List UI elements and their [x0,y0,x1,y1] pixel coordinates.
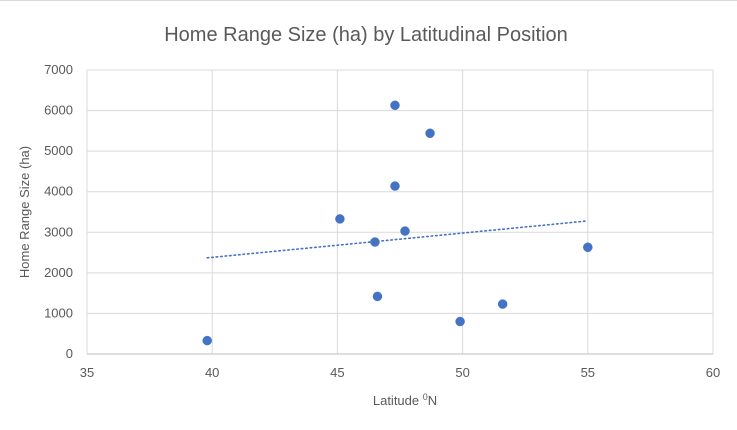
y-tick-label: 7000 [44,62,73,77]
y-tick-label: 3000 [44,224,73,239]
x-tick-label: 40 [205,365,219,380]
y-tick-label: 2000 [44,265,73,280]
x-tick-label: 45 [330,365,344,380]
data-point [370,237,380,247]
y-tick-label: 0 [66,346,73,361]
data-point [390,100,400,111]
data-point [583,242,593,253]
data-point [202,335,212,346]
data-point [335,214,345,224]
y-tick-label: 1000 [44,305,73,320]
x-tick-label: 55 [581,365,595,380]
data-points [202,100,593,346]
y-tick-label: 6000 [44,103,73,118]
y-tick-label: 5000 [44,143,73,158]
x-axis-label-superscript: 0 [423,392,428,402]
y-tick-labels: 0 1000 2000 3000 4000 5000 6000 7000 [44,62,73,361]
x-tick-label: 50 [455,365,469,380]
data-point [372,291,383,302]
y-tick-label: 4000 [44,184,73,199]
x-tick-label: 60 [706,365,720,380]
data-point [390,181,400,191]
data-point [400,226,410,236]
x-tick-labels: 35 40 45 50 55 60 [80,365,720,380]
x-axis-label-suffix: N [428,393,437,408]
trendline [206,220,589,259]
trendline-group [206,220,589,259]
data-point [455,316,465,327]
data-point [497,299,508,309]
axes [86,70,713,355]
x-tick-label: 35 [80,365,94,380]
x-axis-label-prefix: Latitude [373,393,423,408]
chart-title: Home Range Size (ha) by Latitudinal Posi… [164,24,568,46]
data-point [425,128,435,139]
y-axis-label: Home Range Size (ha) [17,146,32,278]
gridlines [86,69,714,355]
x-axis-label: Latitude 0N [373,392,437,408]
